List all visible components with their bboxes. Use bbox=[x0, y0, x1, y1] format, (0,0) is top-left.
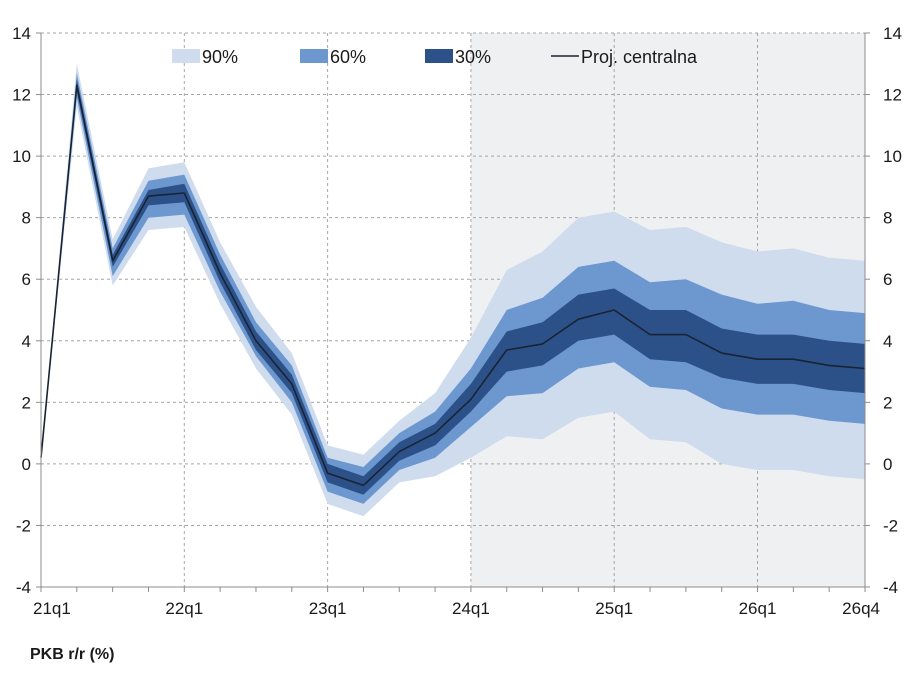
legend-swatch bbox=[300, 49, 328, 63]
y-tick-label-left: -4 bbox=[16, 578, 31, 597]
legend-swatch bbox=[425, 49, 453, 63]
y-tick-label-left: 4 bbox=[22, 332, 31, 351]
y-tick-label-right: -2 bbox=[883, 516, 898, 535]
y-tick-label-right: 6 bbox=[883, 270, 892, 289]
y-tick-label-right: 0 bbox=[883, 455, 892, 474]
y-tick-label-left: -2 bbox=[16, 516, 31, 535]
y-tick-label-left: 0 bbox=[22, 455, 31, 474]
axes bbox=[36, 32, 870, 592]
band-30 bbox=[41, 79, 865, 495]
central-line-layer bbox=[40, 84, 866, 487]
central-projection-line bbox=[40, 84, 866, 487]
legend-label: 30% bbox=[455, 47, 491, 67]
legend-item-band-60: 60% bbox=[300, 47, 366, 67]
fan-chart: -4 -4 -2 -2 0 0 2 2 4 4 6 6 8 8 10 10 12 12 14 14 21q1 22q1 23… bbox=[12, 24, 902, 618]
legend-label: 90% bbox=[202, 47, 238, 67]
legend-item-band-90: 90% bbox=[172, 47, 238, 67]
y-tick-label-right: 14 bbox=[883, 24, 902, 43]
legend-label: 60% bbox=[330, 47, 366, 67]
x-tick-label: 24q1 bbox=[452, 599, 490, 618]
y-tick-label-right: 4 bbox=[883, 332, 892, 351]
fan-bands bbox=[41, 63, 865, 517]
legend-label: Proj. centralna bbox=[581, 47, 698, 67]
legend-item-central: Proj. centralna bbox=[551, 47, 698, 67]
legend-swatch bbox=[172, 49, 200, 63]
y-tick-label-left: 12 bbox=[12, 86, 31, 105]
tick-labels: -4 -4 -2 -2 0 0 2 2 4 4 6 6 8 8 10 10 12 12 14 14 21q1 22q1 23… bbox=[12, 24, 902, 618]
y-tick-label-left: 6 bbox=[22, 270, 31, 289]
y-tick-label-left: 14 bbox=[12, 24, 31, 43]
chart-caption: PKB r/r (%) bbox=[30, 646, 115, 663]
x-tick-label: 26q1 bbox=[739, 599, 777, 618]
x-tick-label: 22q1 bbox=[165, 599, 203, 618]
band-90 bbox=[41, 63, 865, 517]
legend: 90% 60% 30% Proj. centralna bbox=[172, 47, 698, 67]
y-tick-label-right: 10 bbox=[883, 147, 902, 166]
y-tick-label-left: 2 bbox=[22, 393, 31, 412]
y-tick-label-right: 2 bbox=[883, 393, 892, 412]
x-tick-label: 23q1 bbox=[309, 599, 347, 618]
y-tick-label-right: -4 bbox=[883, 578, 898, 597]
x-tick-label: 26q4 bbox=[842, 599, 880, 618]
y-tick-label-right: 12 bbox=[883, 86, 902, 105]
x-tick-label: 25q1 bbox=[595, 599, 633, 618]
legend-item-band-30: 30% bbox=[425, 47, 491, 67]
x-tick-label: 21q1 bbox=[33, 599, 71, 618]
y-tick-label-left: 10 bbox=[12, 147, 31, 166]
y-tick-label-left: 8 bbox=[22, 209, 31, 228]
y-tick-label-right: 8 bbox=[883, 209, 892, 228]
